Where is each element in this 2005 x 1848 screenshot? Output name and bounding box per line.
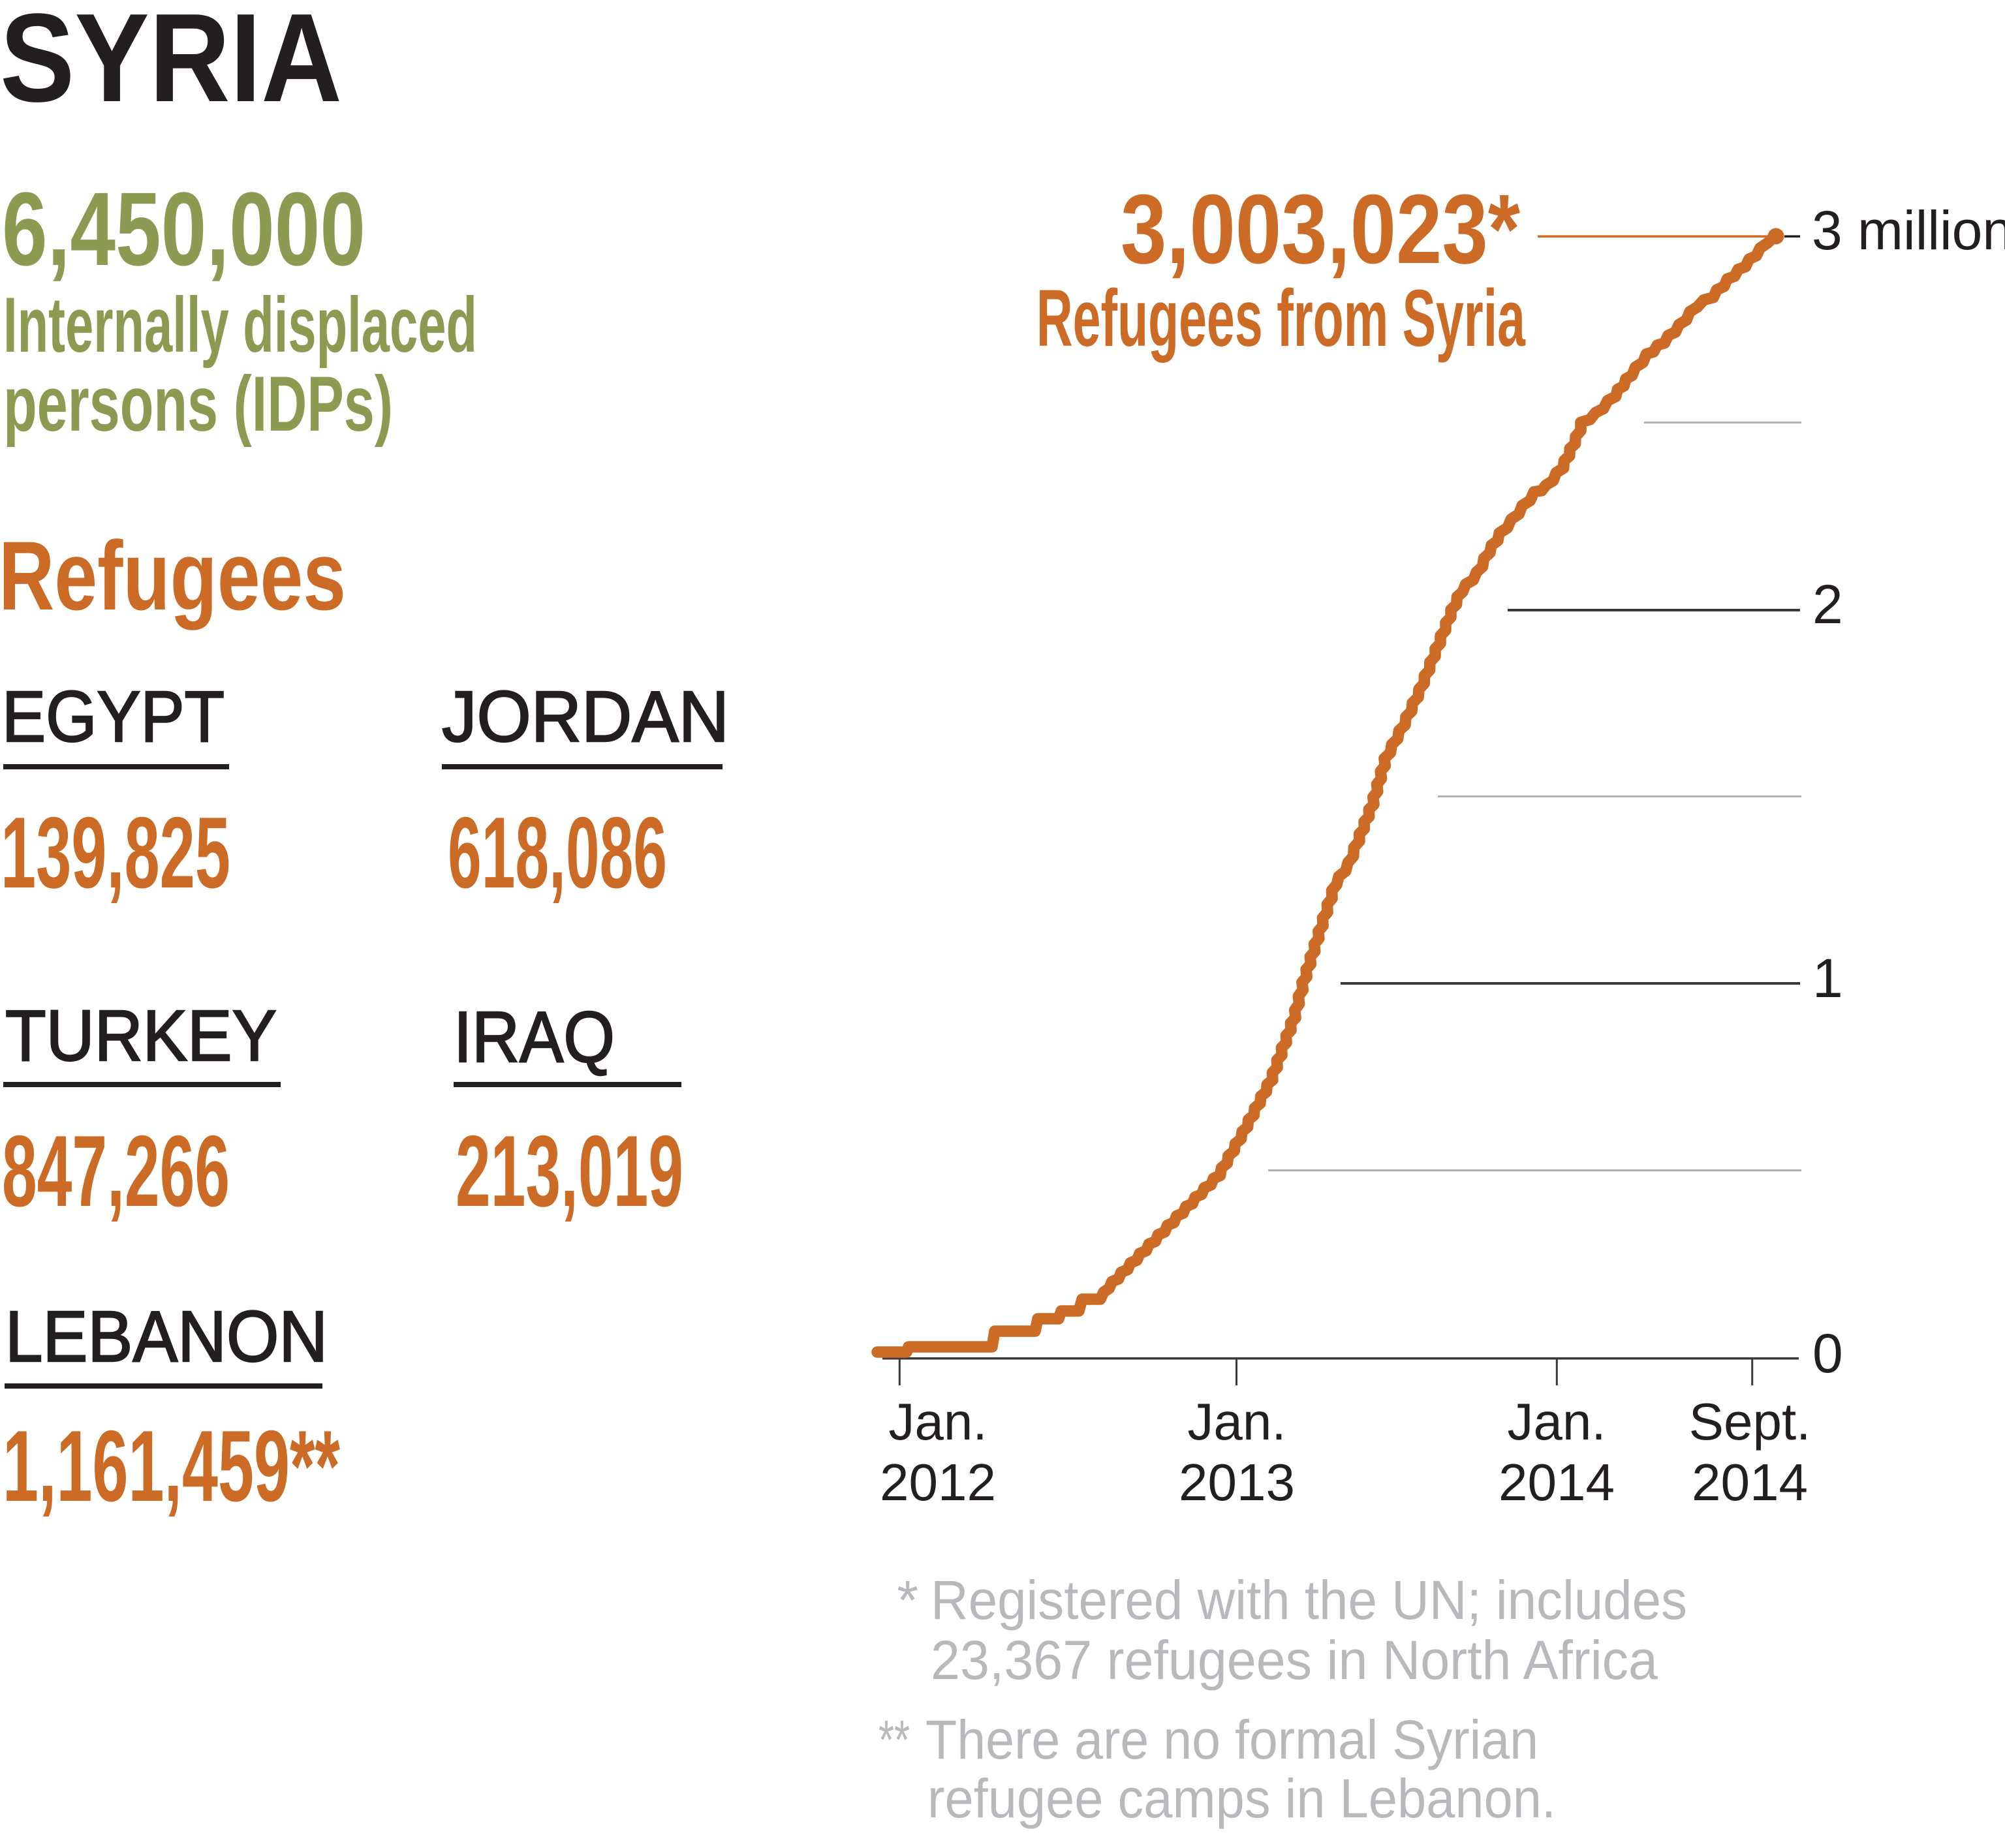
svg-text:213,019: 213,019 [456, 1115, 683, 1227]
svg-text:3,003,023*: 3,003,023* [1121, 174, 1520, 284]
svg-text:2014: 2014 [1499, 1453, 1615, 1511]
svg-text:EGYPT: EGYPT [2, 677, 225, 757]
svg-text:1: 1 [1812, 947, 1843, 1009]
svg-text:139,825: 139,825 [1, 796, 230, 909]
svg-text:Registered with the UN; includ: Registered with the UN; includes [931, 1569, 1687, 1631]
svg-text:2014: 2014 [1692, 1453, 1808, 1511]
svg-text:*: * [897, 1569, 918, 1631]
svg-text:Internally displaced: Internally displaced [3, 281, 477, 369]
svg-text:847,266: 847,266 [2, 1115, 230, 1227]
svg-text:Jan.: Jan. [888, 1393, 987, 1451]
svg-text:1,161,459**: 1,161,459** [3, 1409, 340, 1522]
svg-text:2: 2 [1812, 574, 1843, 635]
svg-text:0: 0 [1812, 1323, 1843, 1384]
svg-text:Refugees: Refugees [0, 521, 346, 630]
svg-text:JORDAN: JORDAN [442, 677, 729, 757]
svg-text:Jan.: Jan. [1187, 1393, 1286, 1451]
svg-text:refugee camps in Lebanon.: refugee camps in Lebanon. [927, 1768, 1556, 1829]
svg-text:**: ** [878, 1709, 910, 1770]
svg-text:SYRIA: SYRIA [0, 0, 342, 128]
svg-text:3 million: 3 million [1812, 200, 2005, 261]
svg-text:2012: 2012 [880, 1453, 996, 1511]
svg-text:TURKEY: TURKEY [5, 996, 277, 1076]
svg-text:persons (IDPs): persons (IDPs) [3, 360, 393, 448]
svg-text:IRAQ: IRAQ [454, 997, 615, 1077]
svg-text:Jan.: Jan. [1507, 1393, 1606, 1451]
svg-text:618,086: 618,086 [448, 796, 667, 909]
svg-text:6,450,000: 6,450,000 [2, 170, 365, 287]
svg-text:LEBANON: LEBANON [5, 1297, 328, 1377]
svg-text:2013: 2013 [1179, 1453, 1295, 1511]
svg-text:There are no formal Syrian: There are no formal Syrian [925, 1709, 1538, 1770]
svg-text:23,367 refugees in North Afric: 23,367 refugees in North Africa [931, 1629, 1658, 1691]
svg-text:Sept.: Sept. [1689, 1393, 1811, 1451]
svg-text:Refugees from Syria: Refugees from Syria [1036, 274, 1526, 363]
